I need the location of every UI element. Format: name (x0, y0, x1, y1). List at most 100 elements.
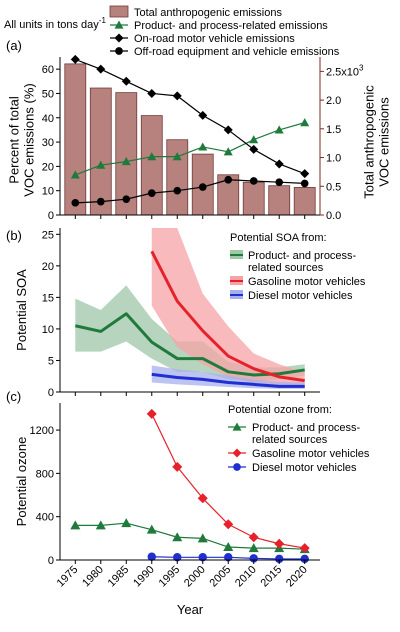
x-tick-label: 2005 (208, 564, 234, 590)
point-onroad (223, 125, 233, 135)
bar (140, 115, 163, 216)
y2-tick-label: 0.5 (326, 181, 341, 193)
point-offroad (96, 197, 105, 206)
legend-label: Diesel motor vehicles (248, 290, 353, 302)
y-tick-label: 20 (42, 261, 54, 273)
point-product (249, 135, 259, 144)
y-tick-label: 25 (42, 229, 54, 241)
panel-a: (a) 0 10 20 30 40 50 60 0.0 0.5 1.0 1.5 2.0 2.5x103 (6, 38, 364, 222)
legend-label: Product- and process- (248, 250, 357, 262)
legend-marker (232, 448, 242, 458)
point-onroad (172, 91, 182, 101)
band-gasoline (151, 228, 305, 388)
point-diesel (274, 554, 284, 564)
bar (89, 87, 112, 216)
point-offroad (198, 183, 207, 191)
y2-tick-label: 0.0 (326, 210, 341, 222)
y2-tick-label: 2.0 (326, 95, 341, 107)
point-product (146, 524, 157, 534)
point-offroad (249, 177, 258, 185)
point-product (274, 125, 284, 134)
y-axis-label: Percent of totalVOC emissions (%) (7, 83, 37, 196)
point-product (70, 520, 81, 530)
point-product (121, 157, 131, 166)
y-tick-label: 1200 (30, 425, 54, 437)
y2-tick-label: 1.5 (326, 124, 341, 136)
point-offroad (224, 175, 233, 184)
bar (268, 185, 291, 216)
y2-tick-label: 1.0 (326, 153, 341, 165)
point-diesel (223, 553, 233, 562)
y-tick-label: 0 (48, 210, 54, 222)
x-tick-label: 1980 (80, 564, 106, 590)
y-tick-label: 30 (42, 137, 54, 149)
panel-b: (b) 0 5 10 15 20 25 (6, 228, 320, 399)
point-onroad (274, 159, 284, 169)
point-product (197, 533, 208, 543)
x-tick-label: 1995 (157, 564, 183, 590)
point-onroad (249, 144, 259, 154)
legend-marker (115, 47, 123, 55)
point-product (223, 147, 233, 156)
point-product (172, 532, 183, 542)
point-gasoline (172, 461, 183, 472)
x-tick-label: 2000 (182, 564, 208, 590)
point-gasoline (197, 493, 208, 504)
point-product (172, 152, 182, 161)
legend-label: Gasoline motor vehicles (248, 276, 366, 288)
y-axis-label: Potential SOA (14, 269, 29, 351)
point-onroad (96, 64, 106, 74)
legend-label: Gasoline motor vehicles (252, 448, 370, 460)
point-diesel (147, 552, 157, 562)
legend-label: related sources (248, 262, 324, 274)
point-offroad (300, 179, 309, 188)
point-offroad (147, 189, 156, 197)
y-tick-label: 5 (48, 355, 54, 367)
x-tick-label: 2010 (233, 564, 259, 590)
legend-label: Total anthropogenic emissions (134, 7, 282, 19)
y-tick-label: 15 (42, 292, 54, 304)
series-line-product (75, 122, 305, 176)
x-tick-label: 1985 (106, 564, 132, 590)
band-diesel (151, 365, 305, 389)
y-axis-label: Potential ozone (14, 437, 29, 527)
legend-label: related sources (252, 434, 328, 446)
point-offroad (173, 186, 182, 195)
y2-tick-label: 2.5x103 (326, 63, 364, 78)
point-diesel (173, 553, 182, 562)
bar (64, 63, 87, 216)
point-onroad (121, 76, 131, 86)
y-tick-label: 40 (42, 113, 54, 125)
legend-swatch (109, 5, 129, 18)
point-product (70, 170, 80, 179)
point-product (121, 518, 132, 528)
point-product (248, 543, 259, 553)
panel-label: (b) (6, 228, 22, 243)
y-tick-label: 10 (42, 324, 54, 336)
point-gasoline (274, 538, 285, 549)
legend-label: Product- and process-related emissions (134, 20, 328, 32)
point-diesel (198, 553, 207, 562)
legend-title: Potential SOA from: (230, 232, 327, 244)
legend-marker (233, 463, 241, 471)
point-onroad (147, 88, 157, 98)
point-product (96, 160, 106, 169)
point-product (223, 542, 234, 552)
legend-b: Potential SOA from: Product- and process-… (230, 232, 366, 302)
y-tick-label: 60 (42, 64, 54, 76)
y-tick-label: 800 (36, 468, 54, 480)
y-tick-label: 0 (48, 555, 54, 567)
point-product (300, 118, 310, 127)
legend-label: Product- and process- (252, 422, 361, 434)
x-tick-label: 1975 (55, 564, 81, 590)
bar (242, 181, 265, 216)
x-tick-label: 2020 (284, 564, 310, 590)
series-line-product (74, 312, 305, 377)
series-line-onroad (75, 58, 305, 175)
point-gasoline (299, 543, 310, 554)
legend-label: Off-road equipment and vehicle emissions (134, 46, 340, 58)
band-product (75, 285, 305, 382)
x-tick-label: 1990 (131, 564, 157, 590)
